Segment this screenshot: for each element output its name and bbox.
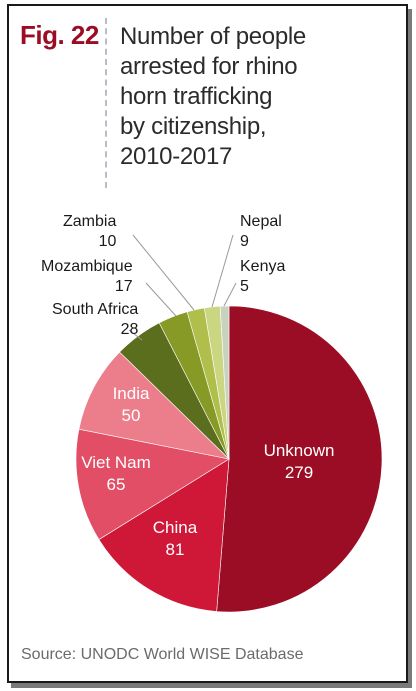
slice-value-nepal: 9	[240, 233, 249, 250]
figure-number: Fig. 22	[20, 20, 99, 50]
title-divider	[105, 18, 107, 188]
title-line: by citizenship,	[120, 113, 267, 140]
title-line: horn trafficking	[120, 83, 273, 110]
slice-label-china: China	[153, 518, 198, 537]
slice-label-kenya: Kenya	[240, 258, 285, 275]
leader-line-south-africa	[128, 329, 143, 341]
title-line: Number of people	[120, 23, 306, 50]
slice-label-zambia: Zambia	[63, 213, 116, 230]
pie-slice-india	[78, 351, 230, 460]
pie-slice-unknown	[216, 305, 383, 613]
slice-value-kenya: 5	[240, 278, 249, 295]
slice-value-mozambique: 17	[115, 278, 133, 295]
slice-label-viet-nam: Viet Nam	[81, 453, 151, 472]
title-line: arrested for rhino	[120, 53, 298, 80]
pie-slice-viet-nam	[75, 428, 230, 540]
slice-label-mozambique: Mozambique	[41, 258, 133, 275]
leader-line-mozambique	[145, 282, 177, 317]
leader-line-zambia	[132, 234, 195, 311]
source-note: Source: UNODC World WISE Database	[21, 646, 304, 663]
pie-slice-china	[98, 458, 230, 612]
pie-slice-kenya	[219, 305, 230, 460]
slice-value-viet-nam: 65	[107, 475, 126, 494]
leader-line-nepal	[211, 234, 234, 308]
slice-value-south-africa: 28	[121, 321, 139, 338]
leader-line-kenya	[223, 282, 237, 307]
slice-label-south-africa: South Africa	[52, 301, 138, 318]
slice-value-unknown: 279	[285, 463, 313, 482]
chart-title: Number of people arrested for rhino horn…	[120, 22, 310, 172]
slice-label-india: India	[113, 384, 150, 403]
title-line: 2010-2017	[120, 143, 233, 170]
slice-value-china: 81	[166, 540, 185, 559]
slice-label-nepal: Nepal	[240, 213, 282, 230]
slice-value-zambia: 10	[99, 233, 117, 250]
slice-value-india: 50	[122, 406, 141, 425]
slice-label-unknown: Unknown	[264, 441, 335, 460]
